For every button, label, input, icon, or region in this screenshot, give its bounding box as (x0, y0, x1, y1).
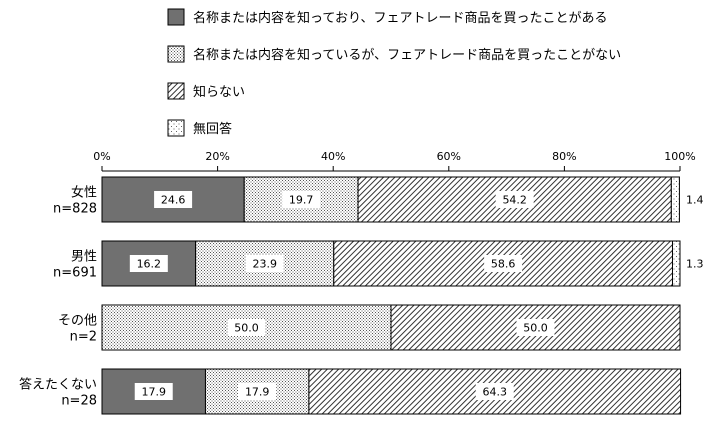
data-label-1-1: 24.6 (161, 194, 186, 207)
legend: 名称または内容を知っており、フェアトレード商品を買ったことがある名称または内容を… (167, 8, 621, 137)
data-label-box-3-3 (516, 319, 555, 336)
x-tick-label-3: 60% (437, 150, 461, 163)
data-label-box-4-2 (238, 383, 277, 400)
x-tick-label-1: 20% (205, 150, 229, 163)
category-n-1: n=828 (53, 202, 97, 217)
x-tick-label-4: 80% (552, 150, 576, 163)
bar-segment-2-4 (671, 240, 681, 287)
data-label-4-2: 17.9 (245, 386, 270, 399)
category-label-2: 男性 (71, 250, 97, 265)
data-label-1-3: 54.2 (502, 194, 527, 207)
legend-swatch-4 (167, 119, 185, 137)
category-label-3: その他 (58, 314, 97, 329)
bar-segment-2-3 (333, 240, 673, 287)
legend-label-3: 知らない (193, 84, 245, 100)
data-label-1-2: 19.7 (289, 194, 314, 207)
legend-swatch-1 (167, 8, 185, 26)
data-label-2-2: 23.9 (252, 258, 277, 271)
bar-segment-4-2 (204, 368, 310, 415)
data-label-box-1-2 (282, 191, 321, 208)
data-label-box-1-1 (154, 191, 193, 208)
category-n-3: n=2 (70, 330, 97, 345)
legend-label-1: 名称または内容を知っており、フェアトレード商品を買ったことがある (193, 10, 607, 26)
data-label-box-4-3 (475, 383, 514, 400)
category-n-2: n=691 (53, 266, 97, 281)
legend-label-2: 名称または内容を知っているが、フェアトレード商品を買ったことがない (193, 47, 621, 63)
data-label-2-1: 16.2 (137, 258, 162, 271)
legend-swatch-3 (167, 82, 185, 100)
data-label-2-4: 1.3 (686, 258, 704, 271)
category-n-4: n=28 (61, 394, 97, 409)
legend-swatch-2 (167, 45, 185, 63)
x-axis: 0% 20% 40% 60% 80% 100% (93, 150, 696, 172)
data-label-1-4: 1.4 (686, 194, 704, 207)
legend-label-4: 無回答 (193, 121, 232, 137)
data-label-3-3: 50.0 (523, 322, 548, 335)
data-label-box-2-2 (245, 255, 284, 272)
data-label-box-4-1 (134, 383, 173, 400)
category-label-1: 女性 (71, 185, 97, 201)
bars: 女性n=828 24.6 19.7 54.2 1.4 男性n=691 16.2 23.9 58.… (19, 176, 704, 415)
data-label-3-2: 50.0 (234, 322, 259, 335)
data-label-2-3: 58.6 (491, 258, 516, 271)
data-label-box-2-1 (129, 255, 168, 272)
bar-segment-1-4 (670, 176, 680, 223)
data-label-box-1-3 (495, 191, 534, 208)
x-tick-label-0: 0% (93, 150, 110, 163)
data-label-box-2-3 (484, 255, 523, 272)
category-label-4: 答えたくない (19, 377, 97, 393)
data-label-4-3: 64.3 (483, 386, 508, 399)
x-tick-label-5: 100% (664, 150, 695, 163)
data-label-4-1: 17.9 (141, 386, 166, 399)
x-tick-label-2: 40% (321, 150, 345, 163)
data-label-box-3-2 (227, 319, 266, 336)
